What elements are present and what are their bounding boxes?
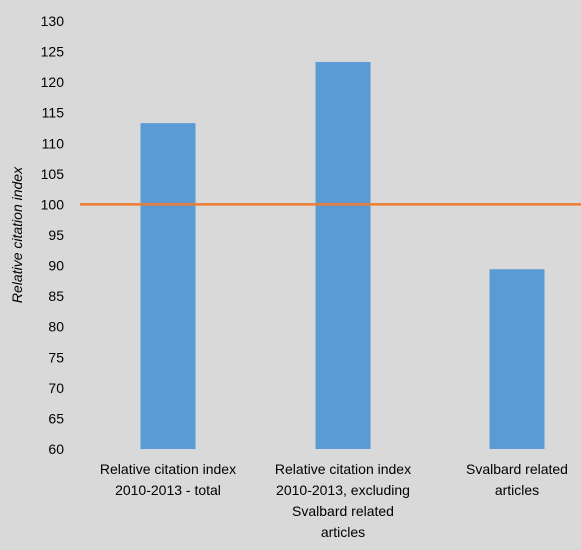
x-axis: Relative citation index 2010-2013 - total… xyxy=(100,461,568,540)
x-category-label-line: Relative citation index xyxy=(100,461,236,477)
y-axis: 60 65 70 75 80 85 90 95 100 105 110 115 120 125 130 xyxy=(41,13,65,457)
y-tick-label: 60 xyxy=(48,441,64,457)
bars xyxy=(140,61,545,450)
y-tick-label: 125 xyxy=(41,44,65,60)
y-tick-label: 105 xyxy=(41,166,65,182)
y-tick-label: 120 xyxy=(41,74,65,90)
y-tick-label: 115 xyxy=(42,105,65,121)
x-category-label-line: Svalbard related xyxy=(466,461,568,477)
bar-2 xyxy=(315,61,371,450)
x-category-label: Relative citation index 2010-2013, exclud… xyxy=(275,461,411,540)
y-tick-label: 110 xyxy=(42,135,65,151)
y-tick-label: 85 xyxy=(48,288,64,304)
y-tick-label: 90 xyxy=(48,258,64,274)
y-tick-label: 70 xyxy=(48,380,64,396)
x-category-label: Svalbard related articles xyxy=(466,461,568,498)
y-tick-label: 75 xyxy=(48,349,64,365)
y-tick-label: 100 xyxy=(41,196,65,212)
x-category-label-line: articles xyxy=(321,524,365,540)
x-category-label-line: 2010-2013, excluding xyxy=(276,482,410,498)
x-category-label-line: 2010-2013 - total xyxy=(115,482,221,498)
bar-3 xyxy=(489,269,545,449)
x-category-label-line: Relative citation index xyxy=(275,461,411,477)
bar-1 xyxy=(140,123,196,449)
y-tick-label: 65 xyxy=(48,410,64,426)
y-tick-label: 80 xyxy=(48,319,64,335)
x-category-label-line: articles xyxy=(495,482,539,498)
x-category-label: Relative citation index 2010-2013 - total xyxy=(100,461,236,498)
y-axis-title: Relative citation index xyxy=(9,166,25,303)
y-tick-label: 130 xyxy=(41,13,65,29)
x-category-label-line: Svalbard related xyxy=(292,503,394,519)
y-tick-label: 95 xyxy=(48,227,64,243)
